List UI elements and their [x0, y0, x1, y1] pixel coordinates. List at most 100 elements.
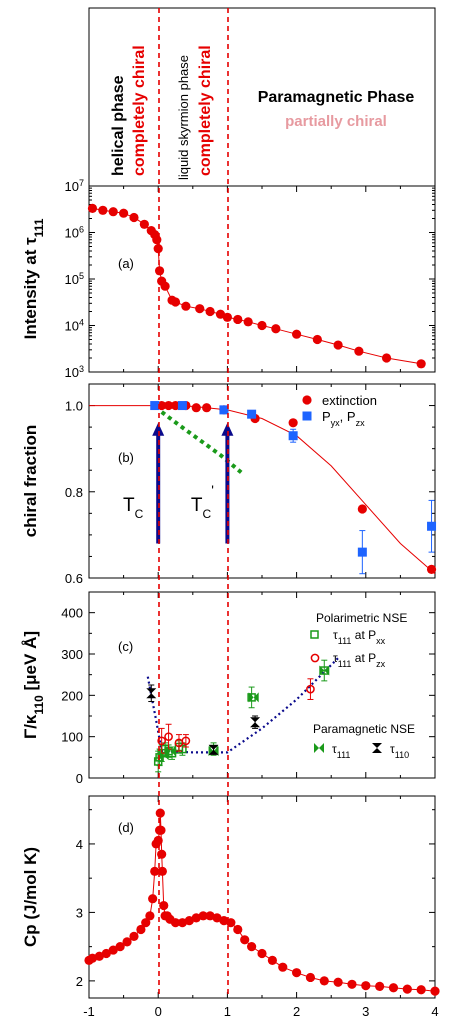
- cp-point: [333, 977, 343, 987]
- y-tick-label: 2: [76, 974, 83, 989]
- cp-point: [101, 948, 111, 959]
- panel-label-c: (c): [118, 639, 133, 654]
- tau111-para-point: [319, 665, 330, 676]
- pzx-point: [181, 736, 191, 746]
- y-tick-exp: 4: [79, 318, 84, 328]
- y-tick-label: 4: [76, 837, 83, 852]
- extinction-point: [202, 403, 212, 413]
- x-axis: -1 0 1 2 3 4: [83, 1004, 438, 1019]
- x-tick-label: 0: [155, 1004, 162, 1019]
- legend-label-part: zx: [356, 418, 366, 428]
- legend-label-part: , P: [340, 409, 356, 424]
- intensity-point: [108, 207, 118, 217]
- y-axis-label-part: 111: [32, 218, 46, 237]
- cp-point: [305, 972, 316, 983]
- intensity-point: [119, 208, 129, 218]
- legend-title-polarimetric: Polarimetric NSE: [316, 611, 407, 625]
- panel-frame: [88, 795, 436, 999]
- legend-label-tau111: τ111: [332, 742, 350, 760]
- tau111-para-point-left: [319, 665, 325, 676]
- y-tick-label: 0.6: [65, 571, 83, 586]
- tau110-point-top: [250, 717, 261, 723]
- cp-point: [136, 924, 146, 935]
- intensity-point: [292, 329, 302, 339]
- y-tick-label: 107: [65, 178, 84, 194]
- legend-label-tau110-part: 110: [395, 750, 409, 760]
- tc-label-main: T: [191, 495, 203, 516]
- legend-label-pzx: τ111 at Pzx: [333, 651, 386, 669]
- tc-label-main: T: [123, 495, 135, 516]
- x-tick-label: -1: [83, 1004, 95, 1019]
- legend-marker-tau110-bottom: [372, 748, 382, 753]
- intensity-point: [129, 212, 139, 223]
- y-tick-label: 0.8: [65, 485, 83, 500]
- cp-point: [416, 985, 426, 995]
- legend-marker-polarization: [302, 411, 312, 421]
- intensity-line: [92, 207, 422, 365]
- tc-prime-label: TC ': [191, 482, 214, 521]
- legend-label-pzx-part: zx: [376, 659, 386, 669]
- tau111-para-point-left: [248, 692, 254, 703]
- tau111-para-point: [208, 746, 219, 757]
- cp-point: [148, 894, 158, 904]
- cp-point: [184, 916, 194, 926]
- tc-arrowhead: [152, 422, 165, 436]
- tc-label-prime: ': [211, 482, 214, 498]
- legend-label-polarization: Pyx, Pzx: [322, 409, 365, 428]
- cp-point: [347, 979, 357, 989]
- intensity-point: [160, 281, 170, 291]
- y-axis-label-part: 110: [32, 695, 46, 715]
- y-tick-base: 10: [65, 365, 79, 380]
- legend-label-tau111-part: 111: [337, 750, 351, 760]
- tau111-para-point: [165, 746, 176, 757]
- tau111-para-point-left: [165, 746, 171, 757]
- cp-point: [430, 986, 440, 996]
- tau111-para-point-right: [324, 665, 330, 676]
- cp-point: [240, 935, 250, 945]
- cp-point: [115, 942, 125, 952]
- y-tick-label: 0: [76, 771, 83, 786]
- legend-label-pxx: τ111 at Pxx: [333, 628, 386, 646]
- extinction-point: [191, 403, 201, 413]
- intensity-point: [381, 353, 392, 363]
- cp-point: [122, 937, 132, 947]
- extinction-point: [170, 400, 181, 411]
- tau111-para-point: [248, 692, 259, 703]
- x-tick-label: 4: [431, 1004, 438, 1019]
- intensity-point: [416, 359, 426, 369]
- legend-marker-tau111-left: [314, 743, 319, 753]
- y-tick-label: 300: [61, 647, 83, 662]
- y-axis-label-part: Γ/κ: [21, 714, 40, 739]
- y-tick-label: 103: [65, 364, 84, 380]
- cp-point: [157, 866, 167, 876]
- phase-header: helical phase completely chiral liquid s…: [110, 45, 414, 180]
- tau110-point-top: [208, 744, 219, 750]
- intensity-point: [170, 297, 181, 307]
- polarization-point: [219, 405, 229, 415]
- skyrmion-phase-label: liquid skyrmion phase: [176, 55, 191, 180]
- cp-point: [159, 900, 169, 911]
- x-tick-label: 2: [293, 1004, 300, 1019]
- tau111-para-point-left: [208, 746, 214, 757]
- legend-title-paramagnetic: Paramagnetic NSE: [313, 722, 415, 736]
- y-tick-exp: 5: [79, 271, 84, 281]
- cp-point: [198, 911, 208, 921]
- y-axis-label-part: Cp (J/mol K): [21, 847, 40, 947]
- cp-point: [129, 931, 139, 941]
- skyrmion-chiral-label: completely chiral: [197, 45, 214, 176]
- pzx-point: [164, 732, 173, 742]
- partially-chiral-label: partially chiral: [285, 113, 387, 130]
- legend-marker-tau110-top: [372, 743, 382, 748]
- cp-point: [153, 835, 163, 846]
- tau111-para-point-left: [158, 750, 164, 761]
- intensity-point: [333, 340, 343, 350]
- y-axis-label: Intensity at τ111: [21, 218, 46, 339]
- extinction-point: [426, 564, 437, 574]
- panel-label-b: (b): [118, 450, 134, 465]
- helical-chiral-label: completely chiral: [131, 45, 148, 176]
- legend-label-tau110-part: τ: [390, 742, 395, 756]
- linewidth-trend-dotted: [146, 657, 339, 754]
- y-tick-base: 10: [65, 272, 79, 287]
